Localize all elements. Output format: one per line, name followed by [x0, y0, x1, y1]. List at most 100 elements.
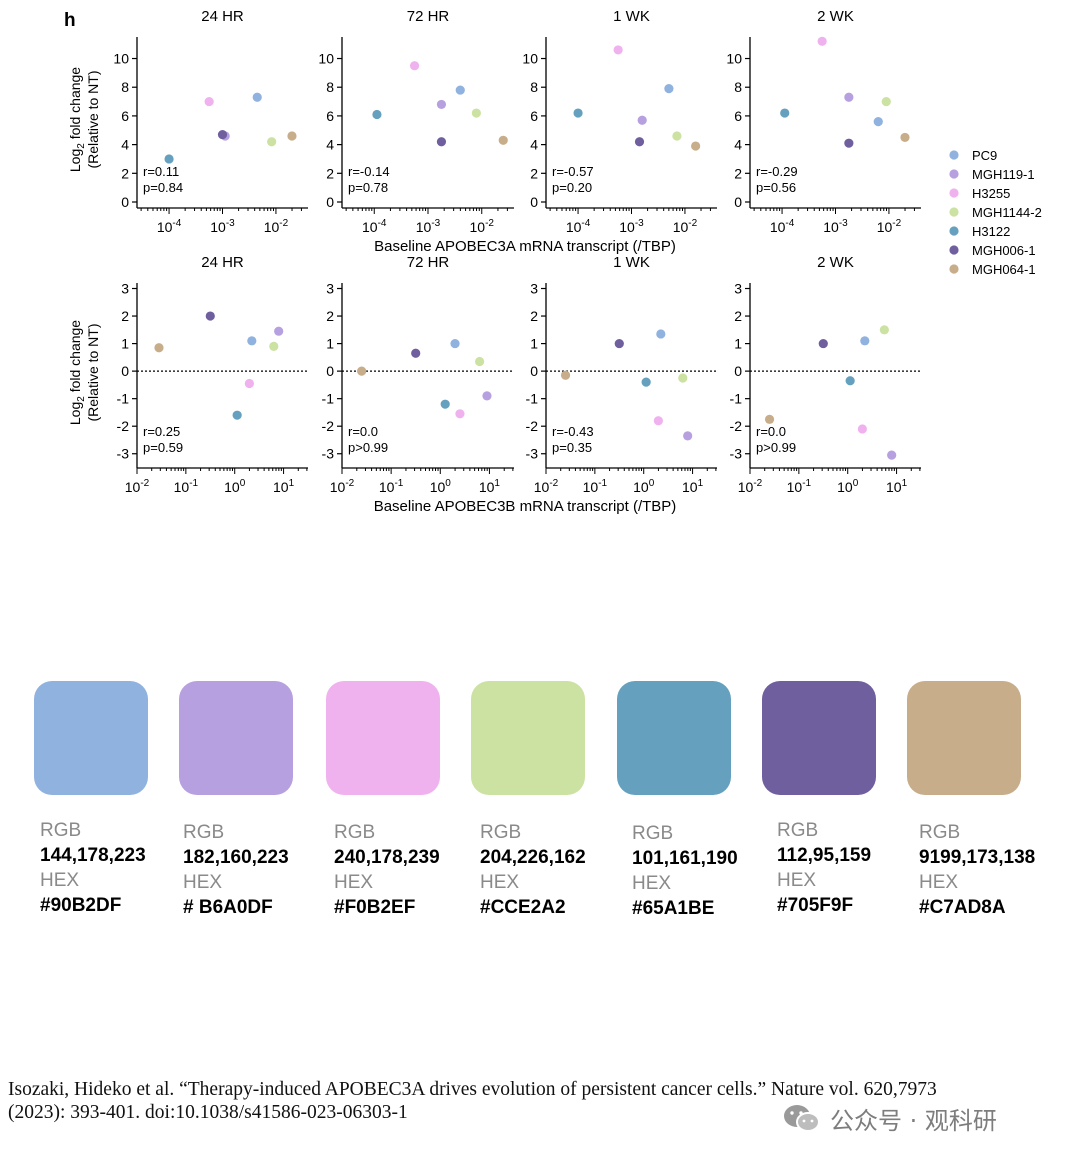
x-tick-label: 101 — [273, 478, 295, 495]
r-value: r=0.11 — [143, 164, 179, 179]
point-mgh064-1 — [764, 414, 775, 424]
legend-label: H3122 — [972, 224, 1010, 239]
point-pc9 — [873, 117, 883, 127]
p-value: p=0.84 — [143, 180, 183, 195]
rgb-label: RGB — [480, 822, 522, 843]
scatter-plot-8: 2 WK -3 -2 -1 0 1 2 3 10-2 10-1 100 101 r=0.0p>0.99 — [730, 254, 921, 495]
plot-title: 2 WK — [817, 8, 854, 25]
p-value: p=0.20 — [552, 180, 592, 195]
y-tick-label: 2 — [326, 165, 334, 181]
point-pc9 — [455, 85, 465, 95]
hex-label: HEX — [777, 870, 817, 891]
point-mgh006-1 — [844, 138, 854, 148]
x-tick-label: 10-2 — [877, 218, 902, 235]
point-mgh006-1 — [436, 137, 447, 147]
citation: Isozaki, Hideko et al. “Therapy-induced … — [8, 1078, 1078, 1124]
y-tick-label: 0 — [734, 363, 742, 379]
swatch-info: RGB 101,161,190 HEX #65A1BE — [632, 821, 738, 921]
point-mgh119-1 — [887, 450, 897, 460]
point-mgh006-1 — [634, 137, 645, 147]
y-axis-label-2: (Relative to NT) — [85, 70, 101, 168]
y-tick-label: 0 — [121, 194, 129, 210]
point-pc9 — [252, 92, 262, 102]
y-tick-label: 0 — [530, 363, 538, 379]
r-value: r=0.0 — [348, 424, 378, 439]
p-value: p>0.99 — [756, 440, 796, 455]
x-tick-label: 10-1 — [379, 478, 404, 495]
x-tick-label: 10-3 — [416, 218, 441, 235]
y-tick-label: -3 — [322, 446, 335, 462]
y-tick-label: -2 — [322, 418, 335, 434]
point-mgh064-1 — [691, 141, 701, 151]
swatch-info: RGB 182,160,223 HEX # B6A0DF — [183, 820, 289, 920]
legend-marker — [949, 150, 959, 160]
y-tick-label: 0 — [530, 194, 538, 210]
color-swatch — [179, 681, 293, 795]
rgb-value: 112,95,159 — [777, 845, 872, 866]
color-swatch — [907, 681, 1021, 795]
y-tick-label: -1 — [730, 391, 743, 407]
scatter-plot-3: 1 WK 0 2 4 6 8 10 10-4 10-3 10-2 r=-0.57p=0.20 — [522, 8, 717, 235]
point-mgh064-1 — [900, 132, 910, 143]
legend-marker — [949, 207, 959, 217]
p-value: p=0.59 — [143, 440, 183, 455]
y-tick-label: 2 — [530, 308, 538, 324]
point-mgh119-1 — [637, 115, 647, 125]
y-tick-label: 1 — [530, 336, 538, 352]
x-tick-label: 10-3 — [823, 218, 848, 235]
color-swatch — [326, 681, 440, 795]
scatter-plot-1: 24 HR 0 2 4 6 8 10 10-4 10-3 10-2 Log2 fold change… — [67, 8, 308, 235]
y-tick-label: 1 — [734, 336, 742, 352]
x-tick-label: 10-3 — [210, 218, 235, 235]
rgb-label: RGB — [183, 822, 225, 843]
plot-title: 72 HR — [407, 8, 450, 25]
rgb-label: RGB — [334, 822, 376, 843]
hex-label: HEX — [480, 872, 520, 893]
p-value: p>0.99 — [348, 440, 388, 455]
hex-value: #705F9F — [777, 895, 854, 916]
wechat-icon — [784, 1104, 820, 1132]
y-tick-label: 2 — [734, 308, 742, 324]
legend-label: MGH119-1 — [972, 167, 1035, 182]
y-tick-label: 2 — [326, 308, 334, 324]
color-swatch — [471, 681, 585, 795]
scatter-plot-2: 72 HR 0 2 4 6 8 10 10-4 10-3 10-2 Baseline APOBEC3… — [318, 8, 675, 255]
r-value: r=-0.57 — [552, 164, 594, 179]
y-tick-label: 4 — [326, 137, 334, 153]
legend-marker — [949, 188, 959, 198]
y-tick-label: -2 — [117, 418, 130, 434]
y-tick-label: -1 — [117, 391, 130, 407]
point-h3255 — [455, 409, 465, 419]
point-mgh006-1 — [818, 338, 828, 349]
r-value: r=-0.43 — [552, 424, 594, 439]
x-axis-label: Baseline APOBEC3B mRNA transcript (/TBP) — [374, 498, 677, 515]
point-mgh1144-2 — [678, 373, 688, 383]
rgb-label: RGB — [40, 820, 82, 841]
x-tick-label: 100 — [837, 478, 859, 495]
legend-marker — [949, 226, 959, 236]
plot-title: 1 WK — [613, 8, 650, 25]
y-tick-label: 2 — [734, 165, 742, 181]
swatch-info: RGB 9199,173,138 HEX #C7AD8A — [919, 820, 1035, 920]
swatch-info: RGB 240,178,239 HEX #F0B2EF — [334, 820, 440, 920]
x-tick-label: 10-1 — [174, 478, 199, 495]
legend-marker — [949, 245, 959, 255]
point-mgh1144-2 — [267, 137, 277, 147]
y-tick-label: 8 — [734, 79, 742, 95]
point-h3122 — [164, 154, 174, 164]
r-value: r=0.0 — [756, 424, 786, 439]
y-tick-label: 10 — [113, 51, 129, 67]
point-pc9 — [656, 329, 666, 339]
y-tick-label: 6 — [121, 108, 129, 124]
legend-label: MGH064-1 — [972, 262, 1036, 277]
hex-value: # B6A0DF — [183, 897, 273, 918]
p-value: p=0.35 — [552, 440, 592, 455]
point-h3255 — [613, 45, 623, 55]
swatch-info: RGB 144,178,223 HEX #90B2DF — [40, 818, 146, 918]
p-value: p=0.78 — [348, 180, 388, 195]
citation-line-2: (2023): 393-401. doi:10.1038/s41586-023-… — [8, 1102, 408, 1123]
point-h3122 — [845, 376, 855, 386]
scatter-plot-5: 24 HR -3 -2 -1 0 1 2 3 10-2 10-1 100 101 Log2 fold c… — [67, 254, 308, 495]
